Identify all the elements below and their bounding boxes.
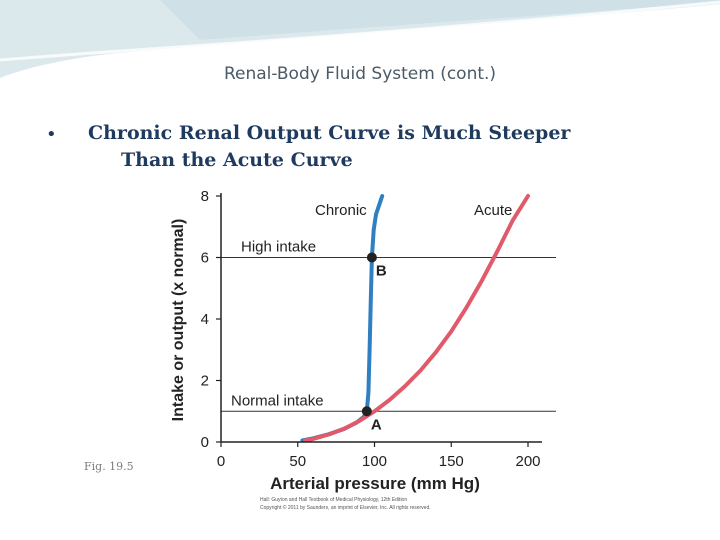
data-point-b: [366, 252, 377, 263]
bullet-marker: •: [46, 124, 57, 145]
series-label-acute: Acute: [474, 202, 512, 219]
y-tick-label: 4: [201, 311, 209, 328]
data-point-label: B: [376, 263, 387, 280]
x-tick-label: 100: [362, 453, 387, 470]
x-tick-label: 150: [439, 453, 464, 470]
x-tick-label: 0: [217, 453, 225, 470]
chart-background: [160, 185, 546, 515]
reference-line-label: Normal intake: [231, 392, 324, 409]
reference-line-label: High intake: [241, 239, 316, 256]
credit-line-1: Hall: Guyton and Hall Textbook of Medica…: [260, 497, 408, 503]
data-point-a: [361, 406, 372, 417]
y-tick-label: 2: [201, 373, 209, 390]
y-tick-label: 8: [201, 188, 209, 205]
figure-label: Fig. 19.5: [84, 460, 134, 473]
x-tick-label: 50: [289, 453, 306, 470]
x-axis-title: Arterial pressure (mm Hg): [270, 474, 480, 493]
bullet-text: Chronic Renal Output Curve is Much Steep…: [88, 120, 628, 174]
slide-title: Renal-Body Fluid System (cont.): [223, 64, 497, 84]
data-point-label: A: [371, 416, 382, 433]
bullet-line-2: Than the Acute Curve: [121, 149, 353, 171]
y-tick-label: 0: [201, 434, 209, 451]
credit-line-2: Copyright © 2011 by Saunders, an imprint…: [260, 505, 431, 511]
y-tick-label: 6: [201, 250, 209, 267]
series-label-chronic: Chronic: [315, 202, 367, 219]
series-line-acute: [303, 194, 530, 443]
x-tick-label: 200: [515, 453, 540, 470]
bullet-line-1: Chronic Renal Output Curve is Much Steep…: [88, 122, 571, 144]
y-axis-title: Intake or output (x normal): [170, 219, 187, 422]
